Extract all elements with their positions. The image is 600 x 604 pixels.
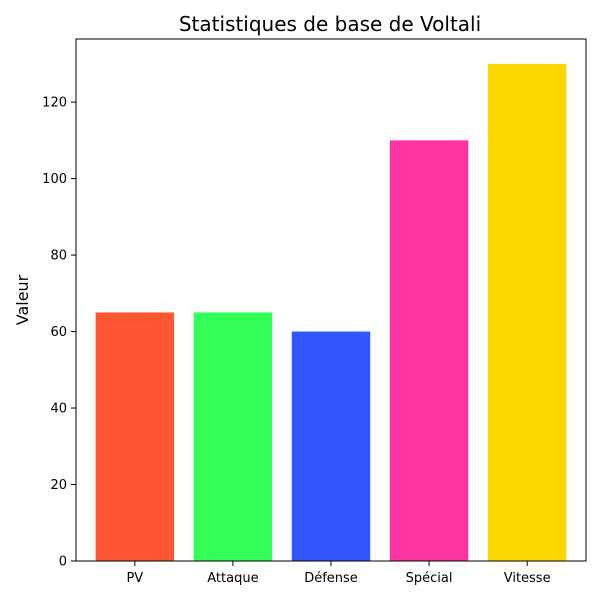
- y-axis-label: Valeur: [13, 274, 32, 325]
- y-tick-label: 0: [59, 555, 67, 570]
- y-tick-label: 20: [50, 478, 67, 493]
- plot-frame: [75, 38, 587, 562]
- chart-title: Statistiques de base de Voltali: [179, 12, 481, 36]
- y-tick-label: 60: [50, 325, 67, 340]
- x-tick-label: Défense: [304, 571, 358, 586]
- y-tick-label: 40: [50, 402, 67, 417]
- x-tick-label: Spécial: [406, 571, 453, 586]
- bar-attaque: [193, 312, 273, 561]
- y-tick-label: 120: [42, 96, 67, 111]
- x-axis-ticks: PV Attaque Défense Spécial Vitesse: [126, 561, 551, 586]
- y-axis-ticks: 0 20 40 60 80 100 120: [42, 96, 76, 570]
- bar-defense: [291, 331, 371, 561]
- bar-pv: [95, 312, 175, 561]
- x-tick-label: PV: [126, 571, 143, 586]
- bar-special: [389, 140, 469, 562]
- bar-vitesse: [487, 63, 567, 561]
- x-tick-label: Attaque: [207, 571, 258, 586]
- bars-group: [95, 63, 567, 562]
- y-tick-label: 80: [50, 249, 67, 264]
- y-tick-label: 100: [42, 172, 67, 187]
- x-tick-label: Vitesse: [504, 571, 551, 586]
